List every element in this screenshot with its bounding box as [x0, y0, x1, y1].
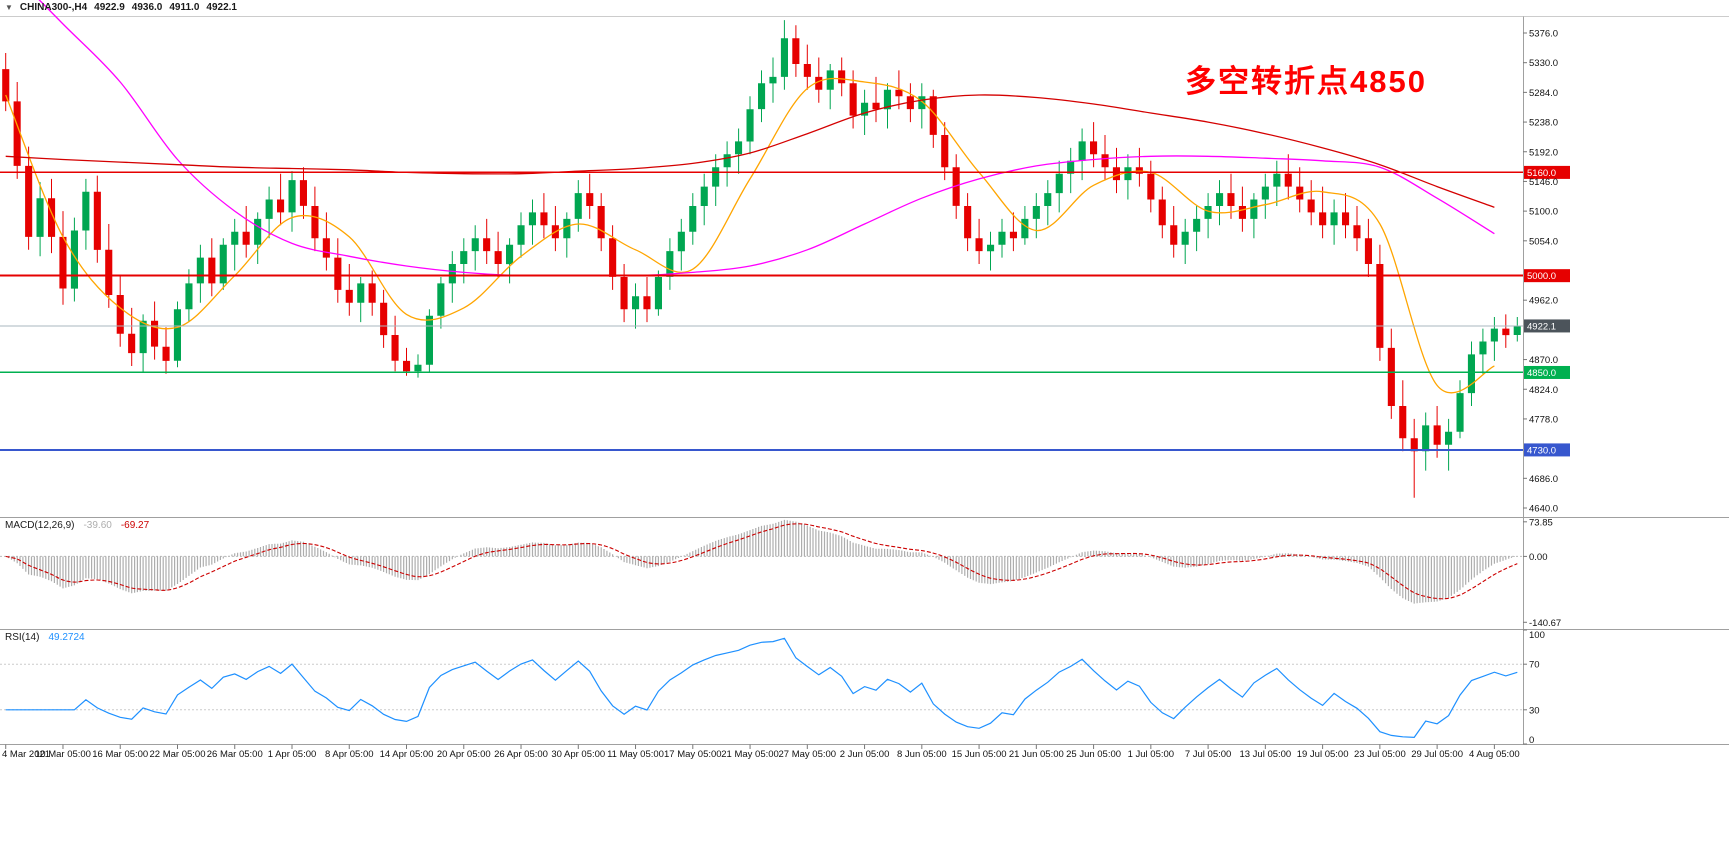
- price-level-badge-4850.0: 4850.0: [1524, 365, 1570, 379]
- rsi-indicator-panel: [0, 637, 1523, 739]
- macd-axis-label: 0.00: [1529, 552, 1548, 563]
- x-axis-label: 26 Apr 05:00: [494, 749, 548, 760]
- macd-main-value: -39.60: [83, 520, 112, 531]
- open-value: 4922.9: [94, 2, 125, 13]
- price-level-badge-bg: [1524, 165, 1570, 179]
- x-axis-label: 4 Mar 2021: [2, 749, 50, 760]
- macd-plot-area[interactable]: [0, 518, 1523, 629]
- x-axis-label: 1 Apr 05:00: [268, 749, 317, 760]
- chart-annotation-text: 多空转折点4850: [1185, 64, 1427, 99]
- price-level-badge-text: 4850.0: [1527, 368, 1556, 379]
- x-axis-label: 1 Jul 05:00: [1128, 749, 1174, 760]
- time-axis: 4 Mar 202110 Mar 05:0016 Mar 05:0022 Mar…: [2, 744, 1520, 760]
- macd-axis-label: -140.67: [1529, 618, 1561, 629]
- rsi-axis-label: 0: [1529, 735, 1534, 746]
- x-axis-label: 22 Mar 05:00: [150, 749, 206, 760]
- x-axis-label: 16 Mar 05:00: [92, 749, 148, 760]
- rsi-axis-label: 100: [1529, 630, 1545, 641]
- price-level-badge-text: 4730.0: [1527, 445, 1556, 456]
- macd-signal-line: [5, 523, 1518, 600]
- rsi-value: 49.2724: [48, 632, 85, 643]
- rsi-indicator-label: RSI(14) 49.2724: [5, 632, 85, 643]
- price-level-badge-bg: [1524, 443, 1570, 457]
- price-level-badge-text: 4922.1: [1527, 321, 1556, 332]
- close-value: 4922.1: [206, 2, 237, 13]
- y-axis-label: 4640.0: [1529, 504, 1558, 515]
- x-axis-label: 10 Mar 05:00: [35, 749, 91, 760]
- x-axis-label: 8 Jun 05:00: [897, 749, 947, 760]
- quote-panel-toggle-icon[interactable]: ▼: [5, 3, 13, 12]
- macd-axis-label: 73.85: [1529, 517, 1553, 528]
- y-axis-label: 5146.0: [1529, 177, 1558, 188]
- low-value: 4911.0: [169, 2, 200, 13]
- high-value: 4936.0: [131, 2, 163, 13]
- rsi-name: RSI(14): [5, 632, 40, 643]
- x-axis-label: 20 Apr 05:00: [437, 749, 491, 760]
- macd-name: MACD(12,26,9): [5, 520, 75, 531]
- x-axis-label: 27 May 05:00: [779, 749, 837, 760]
- price-level-badge-bg: [1524, 319, 1570, 333]
- y-axis-label: 4778.0: [1529, 414, 1558, 425]
- rsi-axis-label: 70: [1529, 660, 1540, 671]
- x-axis-label: 30 Apr 05:00: [551, 749, 605, 760]
- y-axis-label: 5100.0: [1529, 207, 1558, 218]
- y-axis-label: 5192.0: [1529, 147, 1558, 158]
- x-axis-label: 8 Apr 05:00: [325, 749, 374, 760]
- y-axis-label: 5330.0: [1529, 58, 1558, 69]
- macd-signal-value: -69.27: [120, 520, 150, 531]
- y-axis-label: 5238.0: [1529, 118, 1558, 129]
- price-level-badge-4730.0: 4730.0: [1524, 443, 1570, 457]
- x-axis-label: 23 Jul 05:00: [1354, 749, 1406, 760]
- ohlc-header: ▼ CHINA300-,H4 4922.9 4936.0 4911.0 4922…: [5, 2, 237, 13]
- price-level-badge-bg: [1524, 365, 1570, 379]
- rsi-plot-area[interactable]: [0, 630, 1523, 744]
- y-axis-label: 5376.0: [1529, 29, 1558, 40]
- x-axis-label: 21 Jun 05:00: [1009, 749, 1064, 760]
- panel-separators: [0, 16, 1729, 745]
- rsi-axis-label: 30: [1529, 705, 1540, 716]
- x-axis-label: 26 Mar 05:00: [207, 749, 263, 760]
- y-axis-label: 5284.0: [1529, 88, 1558, 99]
- x-axis-label: 29 Jul 05:00: [1411, 749, 1463, 760]
- x-axis-label: 11 May 05:00: [607, 749, 664, 760]
- y-axis-label: 5054.0: [1529, 236, 1558, 247]
- price-scale-area[interactable]: [1523, 17, 1729, 744]
- time-scale-area[interactable]: [0, 745, 1523, 762]
- macd-histogram-bars: [8, 519, 1518, 604]
- rsi-line: [5, 637, 1518, 739]
- x-axis-label: 17 May 05:00: [664, 749, 722, 760]
- x-axis-label: 4 Aug 05:00: [1469, 749, 1520, 760]
- ma-fast-orange-line: [5, 77, 1495, 394]
- macd-indicator-label: MACD(12,26,9) -39.60 -69.27: [5, 520, 149, 531]
- y-axis-label: 4870.0: [1529, 355, 1558, 366]
- price-axis: 5160.0 5000.0 4922.1 4850.0 4730.0 5376.0 5330…: [1523, 29, 1570, 746]
- x-axis-label: 25 Jun 05:00: [1066, 749, 1121, 760]
- price-level-badge-5160.0: 5160.0: [1524, 165, 1570, 179]
- ma-slow-red-line: [5, 94, 1495, 208]
- y-axis-label: 4824.0: [1529, 385, 1558, 396]
- price-level-badge-bg: [1524, 269, 1570, 283]
- x-axis-label: 13 Jul 05:00: [1239, 749, 1291, 760]
- price-level-badge-text: 5000.0: [1527, 271, 1556, 282]
- x-axis-label: 21 May 05:00: [721, 749, 779, 760]
- y-axis-label: 4686.0: [1529, 474, 1558, 485]
- price-level-badge-4922.1: 4922.1: [1524, 319, 1570, 333]
- y-axis-label: 4962.0: [1529, 296, 1558, 307]
- x-axis-label: 7 Jul 05:00: [1185, 749, 1231, 760]
- x-axis-label: 2 Jun 05:00: [840, 749, 890, 760]
- symbol-timeframe-label: CHINA300-,H4: [19, 2, 88, 13]
- x-axis-label: 14 Apr 05:00: [380, 749, 434, 760]
- macd-indicator-panel: [0, 519, 1523, 604]
- price-level-badge-text: 5160.0: [1527, 168, 1556, 179]
- x-axis-label: 19 Jul 05:00: [1297, 749, 1349, 760]
- x-axis-label: 15 Jun 05:00: [952, 749, 1007, 760]
- main-price-panel: [0, 0, 1523, 498]
- price-level-badge-5000.0: 5000.0: [1524, 269, 1570, 283]
- ma-mid-magenta-line: [38, 0, 1495, 277]
